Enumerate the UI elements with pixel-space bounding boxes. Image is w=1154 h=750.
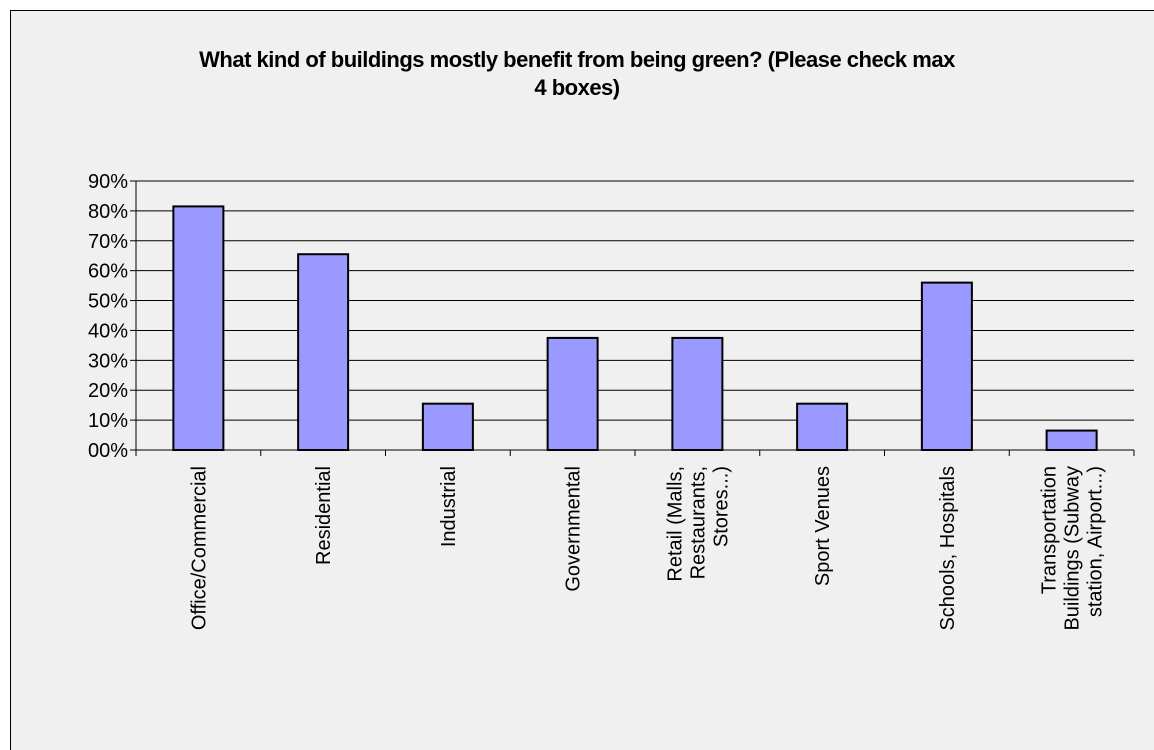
x-category-label: Schools, Hospitals xyxy=(937,466,959,631)
x-category-label: Stores...) xyxy=(710,466,732,547)
bar xyxy=(671,336,724,451)
y-tick-label: 90% xyxy=(88,171,128,193)
x-category-label: Transportation xyxy=(1039,466,1061,594)
x-category-label: Residential xyxy=(313,466,335,565)
bar xyxy=(920,281,973,451)
y-tick-label: 60% xyxy=(88,261,128,283)
x-category-label: Office/Commercial xyxy=(188,466,210,630)
bar xyxy=(421,402,474,451)
x-category-label: Industrial xyxy=(438,466,460,547)
y-tick-label: 70% xyxy=(88,231,128,253)
x-category-label: station, Airport...) xyxy=(1085,466,1107,617)
x-category-label: Retail (Malls, xyxy=(664,466,686,582)
y-tick-label: 30% xyxy=(88,350,128,372)
bar xyxy=(546,336,599,451)
x-category-label: Sport Venues xyxy=(812,466,834,586)
y-tick-label: 80% xyxy=(88,201,128,223)
bar xyxy=(297,253,350,451)
x-category-label: Buildings (Subway xyxy=(1062,466,1084,631)
y-tick-label: 20% xyxy=(88,380,128,402)
x-category-label: Restaurants, xyxy=(687,466,709,579)
y-tick-label: 00% xyxy=(88,440,128,462)
y-tick-label: 40% xyxy=(88,320,128,342)
chart-title-line-1: What kind of buildings mostly benefit fr… xyxy=(199,47,955,72)
y-tick-label: 10% xyxy=(88,410,128,432)
chart-title: What kind of buildings mostly benefit fr… xyxy=(0,46,1154,102)
bar xyxy=(796,402,849,451)
bar xyxy=(1045,429,1098,452)
y-tick-label: 50% xyxy=(88,291,128,313)
chart-title-line-2: 4 boxes) xyxy=(534,75,620,100)
x-category-label: Governmental xyxy=(563,466,585,592)
bar xyxy=(172,205,225,451)
